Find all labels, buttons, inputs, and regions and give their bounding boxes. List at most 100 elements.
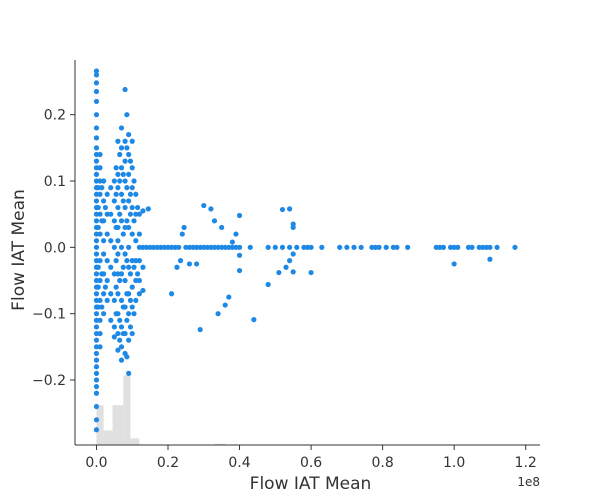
data-point — [127, 191, 134, 197]
data-point — [117, 277, 123, 284]
histogram-bar — [103, 430, 113, 445]
data-point — [127, 324, 134, 330]
data-point — [134, 271, 141, 277]
data-point — [93, 330, 100, 337]
data-point — [118, 344, 125, 350]
data-point — [369, 244, 375, 250]
scatter-points — [93, 68, 518, 433]
data-point — [102, 284, 109, 290]
data-point — [95, 224, 101, 231]
data-point — [265, 244, 271, 250]
data-point — [93, 125, 100, 131]
data-point — [117, 151, 123, 158]
data-point — [104, 297, 110, 304]
data-point — [151, 244, 157, 250]
data-point — [147, 244, 153, 250]
data-point — [287, 258, 293, 264]
data-point — [129, 330, 135, 337]
data-point — [126, 244, 132, 250]
data-point — [97, 330, 103, 337]
data-point — [136, 277, 142, 284]
data-point — [129, 185, 135, 191]
data-point — [129, 204, 135, 211]
data-point — [131, 218, 137, 224]
data-point — [133, 277, 139, 284]
data-point — [219, 244, 225, 250]
data-point — [93, 390, 100, 396]
data-point — [97, 258, 103, 264]
data-point — [101, 251, 107, 257]
data-point — [487, 244, 493, 250]
data-point — [108, 317, 114, 323]
data-point — [117, 317, 123, 323]
data-point — [122, 251, 128, 257]
data-point — [208, 206, 214, 212]
y-tick-label: −0.1 — [32, 307, 66, 323]
data-point — [115, 138, 121, 144]
data-point — [304, 244, 311, 250]
data-point — [129, 304, 135, 310]
data-point — [97, 277, 103, 284]
data-point — [93, 88, 100, 95]
data-point — [120, 231, 126, 237]
data-point — [122, 204, 128, 211]
data-point — [405, 244, 411, 250]
data-point — [93, 417, 100, 423]
data-point — [93, 350, 100, 357]
data-point — [97, 317, 103, 323]
data-point — [113, 165, 119, 171]
data-point — [222, 244, 228, 250]
histogram-bar — [214, 443, 226, 445]
data-point — [440, 244, 447, 250]
data-point — [133, 238, 139, 244]
data-point — [111, 218, 117, 224]
data-point — [93, 427, 100, 433]
data-point — [93, 80, 100, 86]
data-point — [129, 231, 135, 237]
data-point — [124, 218, 130, 224]
data-point — [126, 370, 132, 376]
histogram-bar — [130, 438, 140, 445]
data-point — [104, 258, 110, 264]
data-point — [168, 244, 175, 250]
data-point — [93, 98, 100, 105]
x-axis-ticks: 0.0 0.2 0.4 0.6 0.8 1.0 1.2 — [85, 445, 537, 471]
data-point — [122, 86, 128, 93]
data-point — [494, 244, 500, 250]
data-point — [161, 244, 168, 250]
data-point — [115, 291, 121, 297]
data-point — [215, 244, 221, 250]
y-tick-label: 0.0 — [44, 240, 66, 256]
data-point — [433, 244, 439, 250]
data-point — [126, 264, 132, 270]
data-point — [93, 384, 100, 390]
data-point — [108, 211, 114, 217]
data-point — [93, 238, 100, 244]
data-point — [126, 131, 132, 138]
data-point — [190, 244, 196, 250]
histogram-bar — [112, 405, 124, 445]
data-point — [174, 264, 180, 270]
data-point — [115, 204, 121, 211]
data-point — [93, 251, 100, 257]
y-tick-label: −0.2 — [32, 373, 66, 389]
data-point — [233, 231, 239, 237]
data-point — [120, 198, 126, 204]
data-point — [93, 112, 100, 118]
data-point — [276, 269, 282, 276]
histogram-bars — [96, 375, 226, 445]
data-point — [126, 291, 132, 297]
data-point — [97, 297, 103, 304]
data-point — [451, 261, 457, 267]
x-tick-label: 0.0 — [85, 455, 107, 471]
data-point — [122, 138, 128, 144]
data-point — [287, 206, 293, 212]
data-point — [93, 403, 100, 410]
data-point — [376, 244, 382, 250]
data-point — [122, 330, 128, 337]
data-point — [93, 317, 100, 323]
x-tick-label: 0.4 — [228, 455, 250, 471]
data-point — [483, 244, 489, 250]
data-point — [122, 158, 128, 164]
